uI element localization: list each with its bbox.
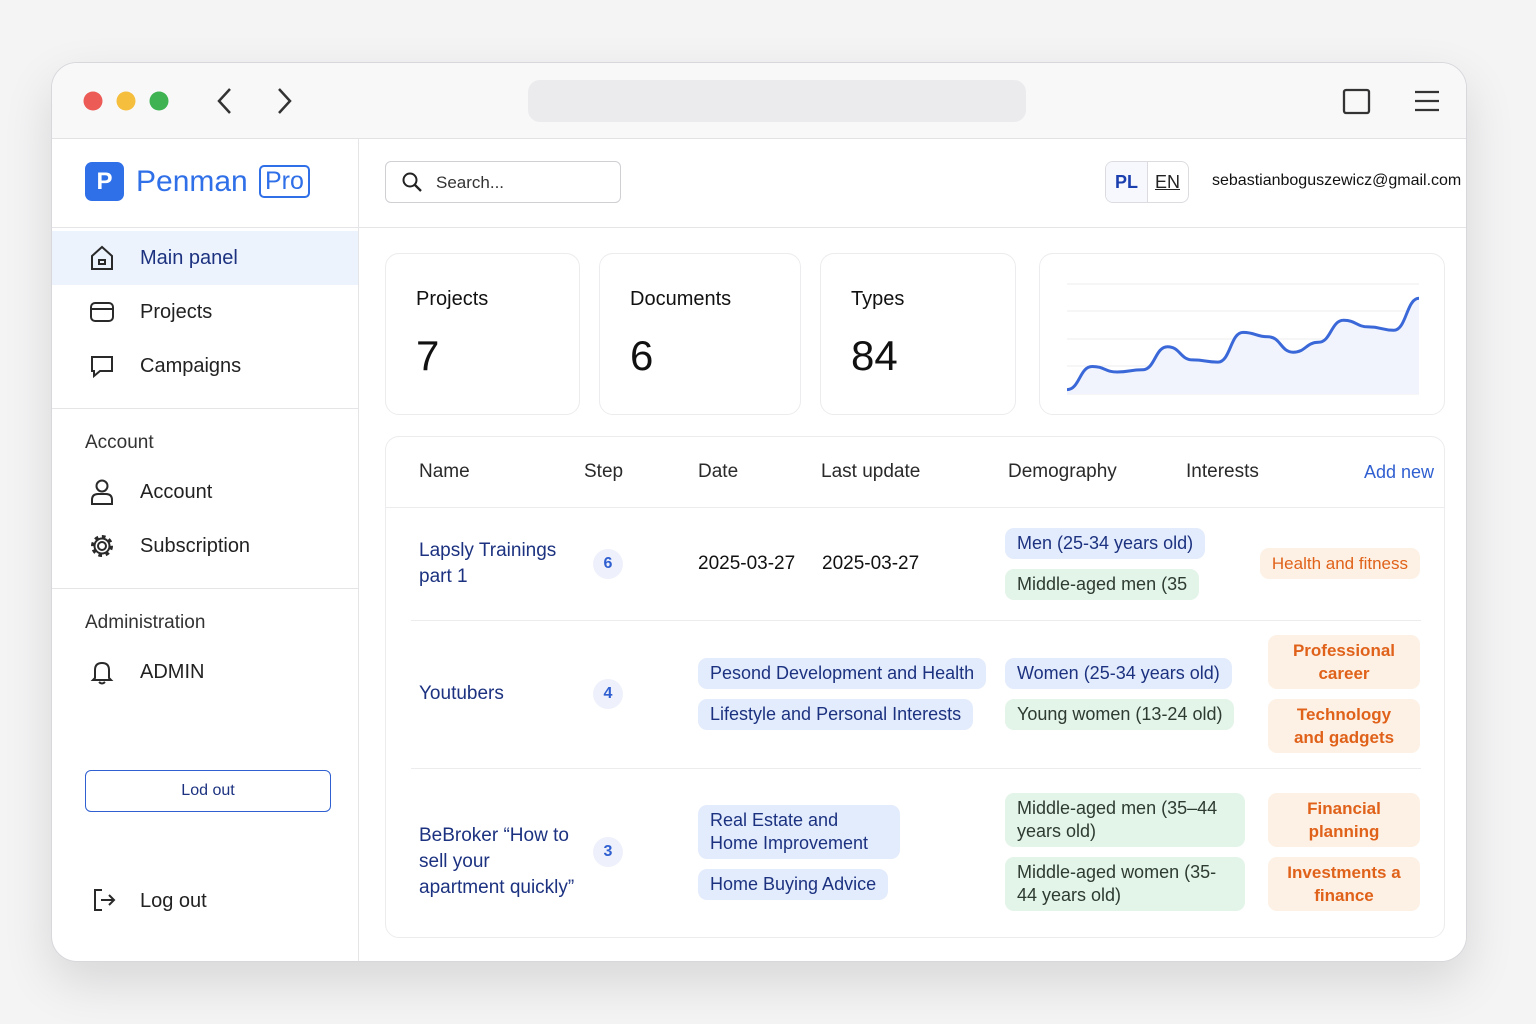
section-item[interactable]: ADMIN: [52, 652, 358, 692]
step-badge: 6: [593, 548, 623, 579]
section-title: Account: [85, 432, 154, 453]
menu[interactable]: [1415, 90, 1439, 112]
email: sebastianboguszewicz@gmail.com: [1212, 172, 1462, 189]
stat-value: 84: [851, 332, 898, 379]
nav-label: Main panel: [140, 247, 238, 269]
section-label: ADMIN: [140, 661, 205, 683]
demography-pill: Middle-aged women (35-44 years old): [1005, 857, 1245, 911]
divider: [52, 408, 358, 409]
last-update: 2025-03-27: [822, 552, 920, 574]
icon: [88, 478, 116, 506]
section-item[interactable]: Subscription: [52, 526, 358, 566]
divider: [52, 588, 358, 589]
brand-badge: Pro: [259, 165, 310, 198]
stat-card: Projects 7: [385, 253, 580, 415]
sparkline-area: [1067, 298, 1419, 394]
main: Search... PL EN sebastianboguszewicz@gmail.…: [359, 139, 1466, 961]
column-header: Step: [584, 461, 624, 482]
column-header: Demography: [1008, 461, 1117, 482]
demography-pill: Women (25-34 years old): [1005, 658, 1232, 689]
stat-label: Types: [851, 288, 905, 310]
stat-value: 6: [630, 332, 654, 379]
brand-name: Penman: [136, 165, 248, 198]
interest-pill: Financial planning: [1268, 793, 1420, 847]
back[interactable]: [217, 88, 231, 114]
stat-value: 7: [416, 332, 440, 379]
stat-card: Types 84: [820, 253, 1016, 415]
language-switch: PL EN: [1105, 161, 1189, 203]
section-item[interactable]: Account: [52, 472, 358, 512]
logout-button[interactable]: Lod out: [85, 770, 331, 812]
topic-pill: Real Estate and Home Improvement: [698, 804, 900, 859]
topic-pill: Home Buying Advice: [698, 868, 889, 900]
stat-card: Documents 6: [599, 253, 801, 415]
row-name[interactable]: BeBroker “How to sell your apartment qui…: [419, 825, 575, 898]
footer-logout-label: Log out: [140, 890, 207, 912]
add-new[interactable]: Add new: [1363, 462, 1434, 482]
footer-logout[interactable]: Log out: [52, 886, 358, 926]
nav-item[interactable]: Projects: [52, 285, 358, 339]
divider: [359, 227, 1466, 228]
title-bar: [52, 63, 1466, 139]
nav-label: Projects: [140, 301, 213, 323]
interest-pill: Technology and gadgets: [1268, 699, 1420, 753]
language[interactable]: PL: [1106, 162, 1148, 202]
topic-pill: Pesond Development and Health: [698, 658, 987, 689]
search[interactable]: Search...: [385, 161, 621, 203]
search-icon: [402, 172, 422, 192]
icon: [90, 886, 118, 914]
step-badge: 3: [593, 837, 623, 867]
column-header: Name: [419, 461, 470, 482]
icon: [88, 298, 116, 326]
step-badge: 4: [593, 679, 623, 709]
section-label: Account: [140, 481, 213, 503]
nav-item[interactable]: Main panel: [52, 231, 358, 285]
divider: [52, 227, 358, 228]
demography-pill: Middle-aged men (35–44 years old): [1005, 793, 1245, 847]
search-placeholder: Search...: [436, 173, 505, 192]
column-header: Last update: [821, 461, 921, 482]
nav-item[interactable]: Campaigns: [52, 339, 358, 393]
demography-pill: Middle-aged men (35: [1005, 568, 1200, 600]
table-card: Name Step Date Last update Demography Interes…: [385, 436, 1445, 938]
address-bar[interactable]: [528, 80, 1026, 122]
row-name[interactable]: Youtubers: [419, 683, 504, 704]
language[interactable]: EN: [1154, 172, 1180, 192]
tabs[interactable]: [1342, 88, 1371, 115]
icon: [88, 244, 116, 272]
stat-label: Documents: [630, 288, 732, 310]
browser-window: P Penman Pro Main panel Projects Campaigns Acc…: [51, 62, 1467, 962]
forward[interactable]: [278, 88, 292, 114]
nav-label: Campaigns: [140, 355, 242, 377]
section-label: Subscription: [140, 535, 251, 557]
interest-pill: Professional career: [1268, 635, 1420, 689]
title-bar-controls: [83, 80, 1439, 122]
interest-pill: Investments a finance: [1268, 857, 1420, 911]
column-header: Interests: [1186, 461, 1259, 482]
date: 2025-03-27: [698, 552, 796, 574]
row-divider: [411, 768, 1421, 769]
stat-label: Projects: [416, 288, 489, 310]
demography-pill: Young women (13-24 old): [1005, 699, 1235, 730]
icon: [88, 658, 116, 686]
section-title: Administration: [85, 612, 206, 633]
icon: [88, 532, 116, 560]
icon: [88, 352, 116, 380]
demography-pill: Men (25-34 years old): [1005, 527, 1206, 559]
row-divider: [386, 507, 1444, 508]
topic-pill: Lifestyle and Personal Interests: [698, 699, 974, 730]
row-divider: [411, 620, 1421, 621]
logo: P: [85, 162, 124, 201]
interest-pill: Health and fitness: [1259, 548, 1420, 579]
column-header: Date: [698, 461, 739, 482]
row-name[interactable]: Lapsly Trainings part 1: [419, 539, 557, 587]
sparkline-line: [1066, 296, 1420, 392]
sparkline-card: [1039, 253, 1445, 415]
sidebar: P Penman Pro Main panel Projects Campaigns Acc…: [52, 139, 359, 961]
sparkline: [1066, 283, 1420, 395]
